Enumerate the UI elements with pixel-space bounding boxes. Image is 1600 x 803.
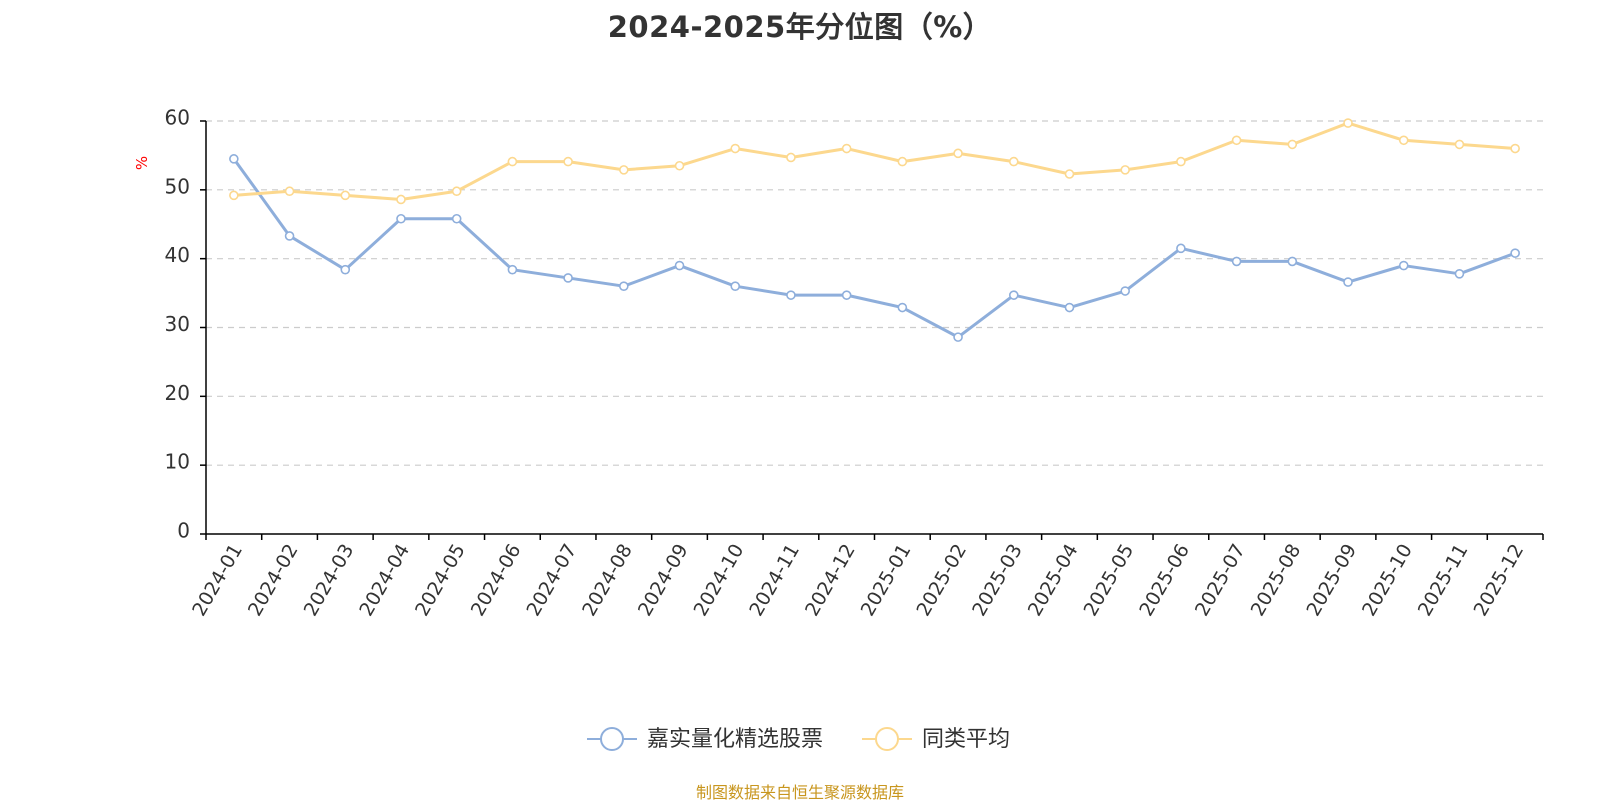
data-point[interactable] [1398, 135, 1409, 146]
x-tick-label: 2024-05 [411, 540, 470, 620]
data-point[interactable] [674, 160, 685, 171]
data-point[interactable] [730, 143, 741, 154]
x-tick-label: 2024-09 [634, 540, 693, 620]
data-point[interactable] [1064, 302, 1075, 313]
data-point[interactable] [1510, 143, 1520, 154]
legend[interactable]: 嘉实量化精选股票 同类平均 [587, 727, 1010, 752]
x-tick-label: 2024-02 [244, 540, 303, 620]
data-point[interactable] [563, 156, 573, 167]
series-1 [229, 118, 1520, 205]
y-tick-label: 50 [165, 174, 190, 198]
data-point[interactable] [1398, 260, 1409, 271]
x-tick-label: 2024-11 [745, 540, 804, 620]
data-point[interactable] [396, 194, 406, 205]
data-point[interactable] [1343, 118, 1353, 128]
data-point[interactable] [507, 156, 518, 167]
x-tick-label: 2025-12 [1469, 540, 1528, 620]
data-point[interactable] [1176, 243, 1186, 254]
data-point[interactable] [786, 290, 796, 300]
data-point[interactable] [1454, 139, 1465, 150]
series-0 [229, 154, 1520, 342]
data-point[interactable] [340, 264, 351, 275]
x-tick-label: 2025-06 [1135, 540, 1194, 620]
data-point[interactable] [451, 186, 462, 197]
legend-marker-icon [600, 727, 624, 751]
x-tick-label: 2025-10 [1358, 540, 1417, 620]
y-tick-labels: 0 10 20 30 40 50 60 [165, 106, 206, 543]
x-tick-label: 2025-07 [1191, 540, 1250, 620]
data-point[interactable] [953, 148, 963, 159]
data-point[interactable] [1454, 269, 1465, 279]
x-tick-label: 2024-06 [467, 540, 526, 620]
data-point[interactable] [396, 213, 406, 224]
y-tick-label: 30 [165, 312, 190, 336]
x-tick-label: 2025-02 [912, 540, 971, 620]
y-tick-label: 0 [177, 519, 190, 543]
y-axis-label: % [133, 156, 151, 170]
chart-title: 2024-2025年分位图（%） [607, 10, 993, 44]
series-line [232, 121, 1517, 201]
data-point[interactable] [284, 186, 295, 197]
x-tick-label: 2025-04 [1024, 540, 1083, 620]
data-point[interactable] [229, 154, 239, 164]
x-tick-label: 2025-11 [1414, 540, 1473, 620]
data-point[interactable] [1064, 169, 1075, 179]
data-point[interactable] [1343, 277, 1353, 287]
data-point[interactable] [730, 281, 741, 292]
data-point[interactable] [841, 143, 852, 154]
data-point[interactable] [897, 156, 908, 167]
y-tick-label: 40 [165, 243, 190, 267]
data-point[interactable] [1231, 256, 1242, 267]
legend-marker-icon [875, 727, 899, 751]
y-tick-label: 20 [165, 381, 190, 405]
data-point[interactable] [451, 213, 462, 224]
y-tick-label: 10 [165, 450, 190, 474]
data-point[interactable] [619, 281, 629, 292]
legend-label: 嘉实量化精选股票 [647, 727, 823, 752]
data-point[interactable] [897, 302, 908, 313]
series [229, 118, 1520, 342]
data-point[interactable] [1176, 156, 1186, 167]
grid-lines [206, 120, 1543, 466]
data-point[interactable] [1008, 290, 1019, 300]
legend-item-0[interactable]: 嘉实量化精选股票 [587, 727, 823, 752]
x-tick-label: 2025-05 [1080, 540, 1139, 620]
x-tick-label: 2024-12 [801, 540, 860, 620]
data-point[interactable] [507, 264, 518, 275]
series-line [232, 157, 1517, 339]
data-point[interactable] [953, 332, 963, 342]
x-tick-label: 2024-08 [578, 540, 637, 620]
x-tick-label: 2025-08 [1247, 540, 1306, 620]
data-point[interactable] [1120, 165, 1130, 175]
x-tick-label: 2025-09 [1302, 540, 1361, 620]
data-source-note: 制图数据来自恒生聚源数据库 [695, 783, 904, 802]
data-point[interactable] [563, 273, 573, 283]
x-tick-label: 2025-01 [857, 540, 916, 620]
data-point[interactable] [674, 260, 685, 271]
x-tick-label: 2025-03 [968, 540, 1027, 620]
data-point[interactable] [786, 152, 796, 163]
x-tick-label: 2024-07 [522, 540, 581, 620]
x-tick-label: 2024-01 [188, 540, 247, 620]
data-point[interactable] [284, 231, 295, 241]
x-tick-label: 2024-10 [690, 540, 749, 620]
data-point[interactable] [1008, 156, 1019, 167]
data-point[interactable] [619, 165, 629, 175]
data-point[interactable] [1231, 135, 1242, 146]
y-tick-label: 60 [165, 106, 190, 130]
x-tick-label: 2024-04 [355, 540, 414, 620]
data-point[interactable] [340, 190, 351, 201]
x-tick-label: 2024-03 [300, 540, 359, 620]
legend-item-1[interactable]: 同类平均 [862, 727, 1010, 752]
data-point[interactable] [1287, 139, 1298, 150]
data-point[interactable] [229, 190, 239, 201]
legend-label: 同类平均 [922, 727, 1010, 752]
data-point[interactable] [841, 290, 852, 300]
x-tick-labels: 2024-012024-022024-032024-042024-052024-… [188, 534, 1544, 620]
data-point[interactable] [1510, 248, 1520, 258]
data-point[interactable] [1120, 286, 1130, 296]
data-point[interactable] [1287, 256, 1298, 267]
